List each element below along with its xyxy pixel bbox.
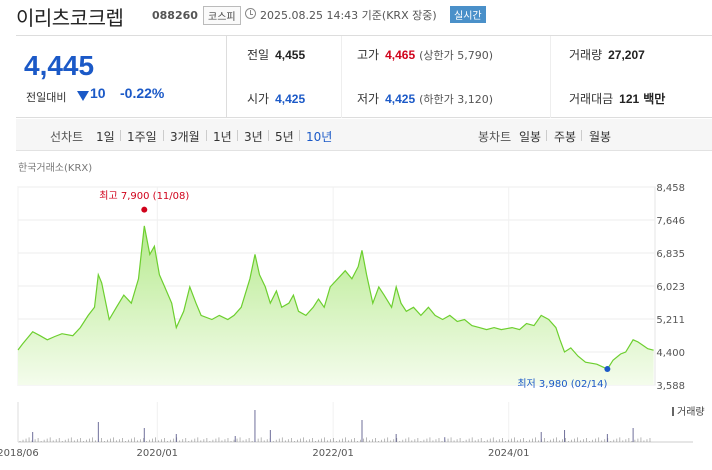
- y-tick-label: 5,211: [656, 315, 685, 326]
- volume-legend: 거래량: [672, 403, 705, 418]
- stat-value: 4,425: [275, 92, 306, 106]
- divider: [206, 130, 207, 141]
- high-marker: [141, 206, 148, 213]
- high-annotation: 최고 7,900 (11/08): [99, 190, 189, 202]
- divider: [581, 130, 582, 141]
- stat-volume: 거래량 27,207: [569, 46, 645, 63]
- range-10y[interactable]: 10년: [306, 130, 333, 144]
- y-tick-label: 6,023: [656, 282, 685, 293]
- candle-monthly[interactable]: 월봉: [589, 130, 612, 144]
- range-1w[interactable]: 1주일: [127, 130, 157, 144]
- stat-value: 27,207: [608, 48, 645, 62]
- divider: [163, 130, 164, 141]
- stat-value: 4,465: [385, 48, 416, 62]
- candle-daily[interactable]: 일봉: [519, 130, 542, 144]
- range-3m[interactable]: 3개월: [170, 130, 200, 144]
- market-badge: 코스피: [203, 6, 241, 25]
- current-price-box: 4,445 전일대비 10 -0.22%: [16, 36, 227, 118]
- divider: [120, 130, 121, 141]
- x-tick-label: 2022/01: [312, 448, 354, 459]
- range-1d[interactable]: 1일: [96, 130, 115, 144]
- diff-label: 전일대비: [26, 91, 67, 104]
- y-tick-label: 8,458: [656, 183, 685, 194]
- stat-label: 저가: [357, 92, 380, 106]
- x-tick-label: 2018/06: [0, 448, 39, 459]
- stat-open: 시가 4,425: [247, 90, 305, 107]
- stat-label: 거래대금: [569, 92, 614, 106]
- divider: [237, 130, 238, 141]
- divider: [546, 130, 547, 141]
- divider: [341, 36, 342, 118]
- chart-source-label: 한국거래소(KRX): [18, 162, 92, 174]
- stock-code: 088260: [152, 9, 198, 22]
- stat-label: 시가: [247, 92, 270, 106]
- current-price: 4,445: [24, 50, 95, 81]
- y-tick-label: 7,646: [656, 216, 685, 227]
- down-triangle-icon: [77, 91, 89, 101]
- chart-range-bar: 선차트 1일 1주일 3개월 1년 3년 5년 10년 봉차트 일봉 주봉 월봉: [16, 119, 712, 151]
- range-3y[interactable]: 3년: [244, 130, 263, 144]
- upper-limit: (상한가 5,790): [419, 49, 494, 62]
- y-tick-label: 4,400: [656, 348, 685, 359]
- stock-name: 이리츠코크렙: [16, 6, 124, 30]
- stat-value: 4,425: [385, 92, 416, 106]
- y-tick-label: 6,835: [656, 249, 685, 260]
- stat-high: 고가 4,465 (상한가 5,790): [357, 46, 493, 63]
- stat-label: 거래량: [569, 48, 603, 62]
- diff-value: 10: [90, 85, 106, 101]
- clock-icon: [245, 8, 256, 19]
- stat-amount: 거래대금 121 백만: [569, 90, 665, 107]
- low-annotation: 최저 3,980 (02/14): [517, 378, 607, 390]
- x-tick-label: 2024/01: [488, 448, 530, 459]
- stat-prev-close: 전일 4,455: [247, 46, 305, 63]
- stat-label: 고가: [357, 48, 380, 62]
- stat-label: 전일: [247, 48, 270, 62]
- line-chart-label: 선차트: [50, 130, 84, 144]
- divider: [299, 130, 300, 141]
- range-1y[interactable]: 1년: [213, 130, 232, 144]
- stat-low: 저가 4,425 (하한가 3,120): [357, 90, 493, 107]
- divider: [550, 36, 551, 118]
- timestamp: 2025.08.25 14:43 기준(KRX 장중): [260, 9, 437, 22]
- amount-unit: 백만: [643, 92, 666, 106]
- diff-rate: -0.22%: [120, 85, 165, 101]
- low-marker: [604, 366, 611, 373]
- range-5y[interactable]: 5년: [275, 130, 294, 144]
- price-area: [18, 225, 654, 385]
- stat-value: 121: [619, 92, 640, 106]
- lower-limit: (하한가 3,120): [419, 93, 494, 106]
- divider: [268, 130, 269, 141]
- stat-value: 4,455: [275, 48, 306, 62]
- candle-chart-label: 봉차트: [478, 130, 512, 144]
- title-bar: 이리츠코크렙 088260 코스피 2025.08.25 14:43 기준(KR…: [0, 0, 712, 30]
- y-tick-label: 3,588: [656, 381, 685, 392]
- price-line: [17, 225, 654, 370]
- price-chart: 한국거래소(KRX) 8,458 7,646 6,835 6,023 5,211 4,400…: [0, 162, 693, 459]
- price-summary: 4,445 전일대비 10 -0.22% 전일 4,455 고가 4,465 (상한가…: [16, 35, 712, 118]
- candle-weekly[interactable]: 주봉: [554, 130, 577, 144]
- x-tick-label: 2020/01: [137, 448, 179, 459]
- realtime-badge[interactable]: 실시간: [450, 6, 486, 23]
